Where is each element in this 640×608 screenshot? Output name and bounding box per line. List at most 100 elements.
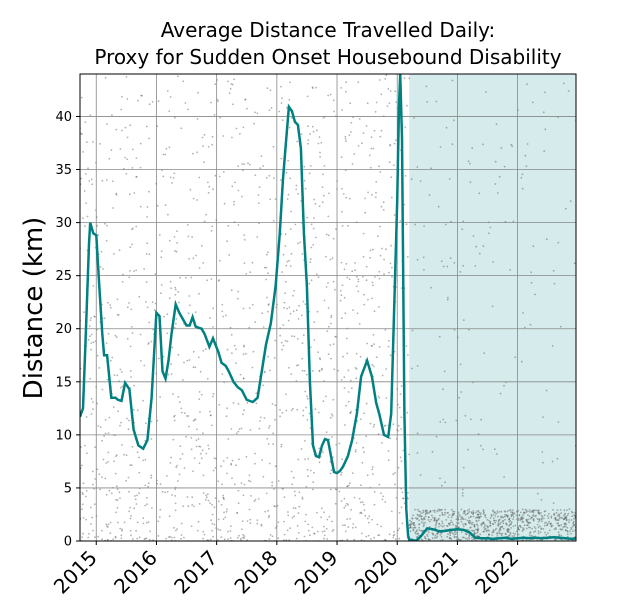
scatter-point: [369, 249, 372, 252]
scatter-point: [145, 537, 148, 540]
shaded-region: [409, 74, 576, 541]
scatter-point: [145, 281, 148, 283]
scatter-point: [498, 529, 501, 531]
scatter-point: [240, 528, 243, 531]
scatter-point: [538, 519, 541, 522]
scatter-point: [150, 340, 153, 343]
scatter-point: [285, 393, 287, 396]
scatter-point: [328, 192, 330, 195]
scatter-point: [448, 536, 451, 539]
scatter-point: [422, 511, 425, 514]
scatter-point: [303, 179, 306, 182]
scatter-point: [372, 473, 374, 475]
scatter-point: [156, 204, 159, 207]
scatter-point: [307, 523, 309, 526]
scatter-point: [307, 457, 310, 460]
y-tick-label: 20: [55, 322, 72, 337]
scatter-point: [323, 165, 326, 167]
scatter-point: [508, 524, 510, 527]
scatter-point: [279, 409, 281, 411]
scatter-point: [504, 513, 506, 516]
scatter-point: [527, 514, 529, 516]
scatter-point: [368, 521, 370, 524]
scatter-point: [221, 373, 224, 375]
scatter-point: [378, 397, 381, 399]
scatter-point: [347, 503, 349, 506]
scatter-point: [237, 290, 240, 293]
scatter-point: [511, 514, 513, 517]
scatter-point: [479, 513, 482, 516]
scatter-point: [424, 515, 427, 518]
scatter-point: [166, 491, 169, 493]
scatter-point: [474, 265, 477, 267]
scatter-point: [140, 94, 143, 97]
scatter-point: [454, 533, 457, 535]
scatter-point: [262, 326, 265, 328]
scatter-point: [428, 194, 431, 196]
scatter-point: [337, 369, 339, 372]
scatter-point: [248, 307, 251, 309]
scatter-point: [470, 511, 473, 513]
scatter-point: [408, 453, 410, 456]
scatter-point: [533, 531, 535, 533]
scatter-point: [335, 228, 337, 231]
scatter-point: [419, 474, 422, 476]
scatter-point: [267, 304, 270, 306]
scatter-point: [478, 192, 481, 195]
scatter-point: [416, 508, 419, 511]
scatter-point: [441, 513, 444, 516]
scatter-point: [205, 452, 208, 455]
scatter-point: [374, 110, 377, 113]
scatter-point: [239, 537, 242, 540]
scatter-point: [545, 389, 548, 392]
scatter-point: [521, 515, 523, 518]
scatter-point: [159, 396, 162, 398]
scatter-point: [566, 533, 569, 536]
scatter-point: [282, 344, 285, 347]
scatter-point: [202, 474, 205, 477]
scatter-point: [341, 225, 344, 227]
scatter-point: [186, 224, 189, 226]
scatter-point: [300, 448, 303, 450]
y-tick-label: 0: [64, 535, 72, 550]
scatter-point: [468, 538, 471, 540]
scatter-point: [170, 456, 173, 459]
scatter-point: [237, 430, 240, 433]
scatter-point: [509, 523, 512, 526]
scatter-point: [358, 322, 361, 325]
scatter-point: [147, 521, 150, 523]
scatter-point: [311, 125, 314, 128]
scatter-point: [96, 468, 99, 471]
scatter-point: [558, 533, 561, 536]
scatter-point: [290, 373, 293, 375]
scatter-point: [398, 527, 401, 530]
scatter-point: [371, 468, 374, 471]
scatter-point: [242, 377, 245, 380]
scatter-point: [482, 509, 485, 512]
scatter-point: [434, 509, 436, 512]
scatter-point: [372, 333, 375, 336]
scatter-point: [518, 525, 521, 527]
scatter-point: [278, 110, 281, 113]
scatter-point: [531, 527, 533, 530]
scatter-point: [379, 254, 382, 257]
scatter-point: [378, 270, 381, 273]
scatter-point: [243, 234, 246, 237]
scatter-point: [202, 530, 205, 533]
scatter-point: [330, 488, 332, 491]
scatter-point: [301, 253, 304, 255]
scatter-point: [179, 276, 182, 279]
scatter-point: [389, 437, 392, 440]
scatter-point: [412, 514, 415, 517]
scatter-point: [302, 334, 305, 337]
scatter-point: [385, 74, 388, 77]
scatter-point: [309, 133, 311, 135]
scatter-point: [532, 245, 535, 248]
scatter-point: [369, 256, 371, 259]
scatter-point: [407, 354, 409, 356]
scatter-point: [563, 517, 566, 520]
scatter-point: [333, 368, 336, 371]
scatter-point: [187, 505, 190, 508]
scatter-point: [356, 312, 359, 315]
scatter-point: [247, 162, 249, 165]
